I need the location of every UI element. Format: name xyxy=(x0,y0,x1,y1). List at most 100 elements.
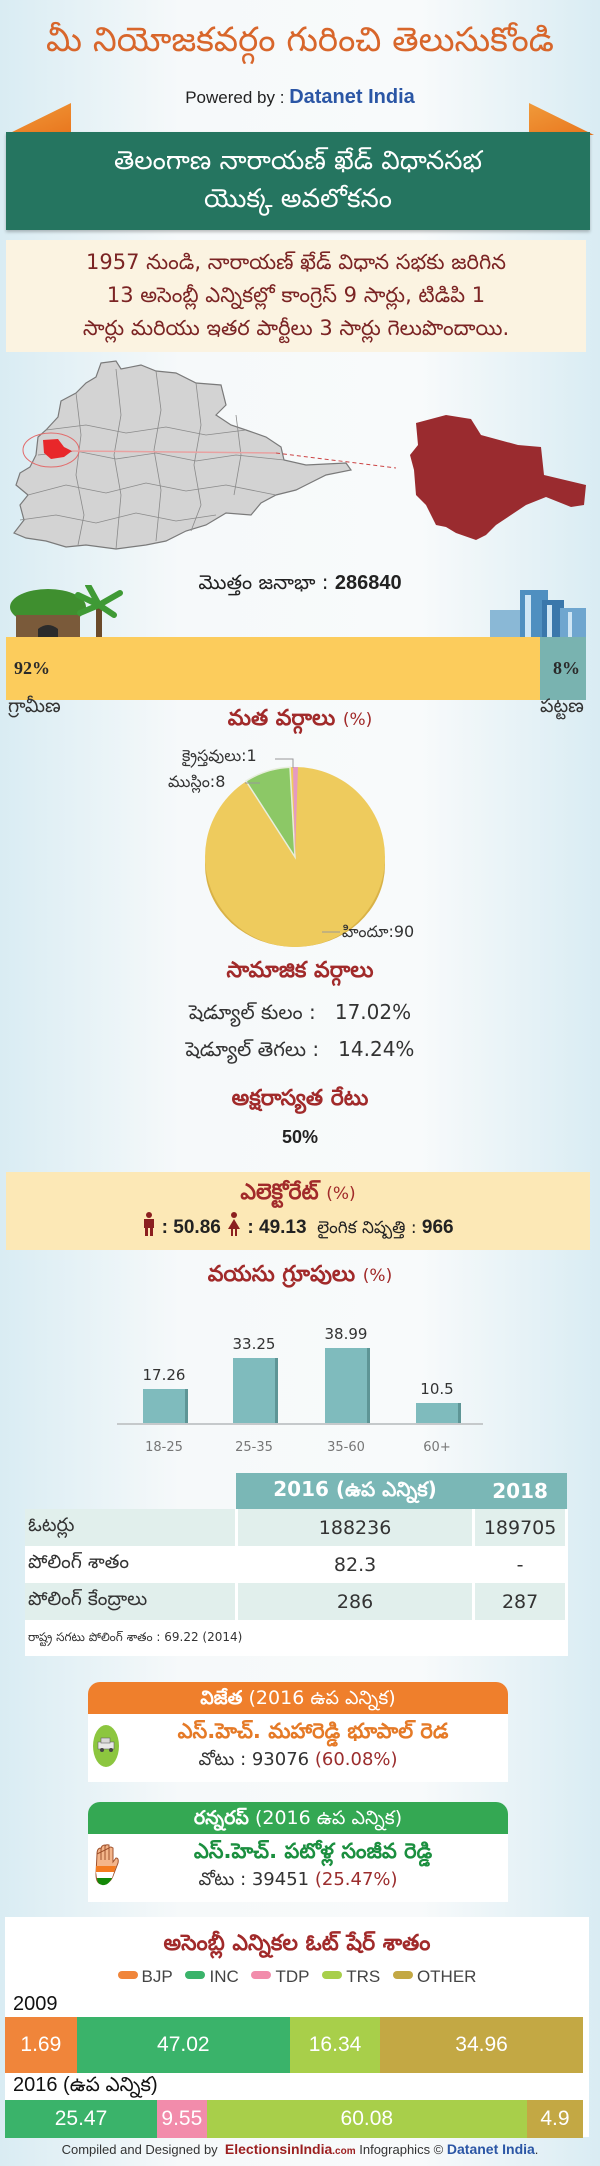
table-row: పోలింగ్ కేంద్రాలు 286 287 xyxy=(25,1583,568,1620)
footer-brand1-text: ElectionsinIndia xyxy=(224,2141,333,2157)
powered-by: Powered by : Datanet India xyxy=(0,86,600,109)
female-icon xyxy=(228,1212,241,1236)
footer-brand-datanet: Datanet India xyxy=(446,2141,535,2157)
seg-trs: 16.34 xyxy=(289,2017,381,2073)
runner-up-body: ఎస్.హెచ్. పటోళ్ల సంజీవ రెడ్డి వోటు : 394… xyxy=(88,1834,508,1902)
seg-bjp: 1.69 xyxy=(5,2017,77,2073)
legend-item-trs: TRS xyxy=(322,1967,380,1987)
footer-end: . xyxy=(534,2142,539,2157)
age-bar-chart: 17.26 18-25 33.25 25-35 38.99 35-60 10.5… xyxy=(100,1300,500,1470)
st-value: 14.24% xyxy=(338,1037,415,1061)
religion-title: మత వర్గాలు (%) xyxy=(0,706,600,736)
winner-heading: విజేత xyxy=(200,1687,243,1709)
rural-label: గ్రామీణ xyxy=(8,695,61,717)
seg-other: 4.9 xyxy=(526,2100,583,2138)
table-header-2016: 2016 (ఉప ఎన్నిక) xyxy=(236,1473,474,1509)
bar-60-plus xyxy=(416,1403,458,1423)
religion-title-text: మత వర్గాలు xyxy=(227,706,336,731)
bar-category: 60+ xyxy=(423,1440,451,1455)
electorate-unit: (%) xyxy=(326,1184,356,1204)
religion-title-unit: (%) xyxy=(342,710,373,730)
seg-trs: 60.08 xyxy=(206,2100,527,2138)
runner-up-votes-pct: (25.47%) xyxy=(314,1869,398,1890)
male-icon xyxy=(144,1212,155,1236)
footer-middle: Infographics © xyxy=(359,2142,444,2157)
table-header-row: 2016 (ఉప ఎన్నిక) 2018 xyxy=(25,1473,567,1509)
seg-inc: 25.47 xyxy=(5,2100,157,2138)
runner-up-heading: రన్నరప్ xyxy=(193,1807,249,1829)
electorate-title: ఎలెక్టోరేట్ (%) xyxy=(6,1172,590,1210)
year-label-2009: 2009 xyxy=(13,1993,58,2015)
car-icon xyxy=(93,1725,119,1767)
cell-2018: 189705 xyxy=(473,1509,568,1546)
sc-row: షెడ్యూల్ కులం : 17.02% xyxy=(0,1000,600,1029)
bar-value: 17.26 xyxy=(142,1366,186,1384)
age-groups-title: వయసు గ్రూపులు (%) xyxy=(0,1262,600,1292)
footer-brand1-suffix: .com xyxy=(332,2146,356,2157)
pie-chart-icon xyxy=(205,758,385,947)
legend-label: INC xyxy=(209,1967,239,1986)
age-title-text: వయసు గ్రూపులు xyxy=(207,1262,356,1287)
urban-segment: 8% xyxy=(539,637,586,700)
table-row: పోలింగ్ శాతం 82.3 - xyxy=(25,1546,568,1583)
row-label: పోలింగ్ కేంద్రాలు xyxy=(25,1583,238,1620)
legend-label: TRS xyxy=(346,1967,381,1986)
winner-header: విజేత (2016 ఉప ఎన్నిక) xyxy=(88,1682,508,1714)
urban-label: పట్టణ xyxy=(540,695,584,717)
page-title: మీ నియోజకవర్గం గురించి తెలుసుకోండి xyxy=(46,20,554,60)
history-summary: 1957 నుండి, నారాయణ్ ఖేడ్ విధాన సభకు జరిగ… xyxy=(6,240,586,352)
powered-by-prefix: Powered by : xyxy=(185,88,285,107)
bar-category: 18-25 xyxy=(145,1440,183,1455)
row-label: పోలింగ్ శాతం xyxy=(25,1546,238,1583)
age-title-unit: (%) xyxy=(362,1266,393,1286)
cell-2016: 82.3 xyxy=(236,1546,476,1583)
population-total: మొత్తం జనాభా : 286840 xyxy=(0,570,600,599)
legend-swatch xyxy=(185,1971,206,1979)
rural-urban-bar: 92% 8% xyxy=(6,637,586,700)
legend-label: OTHER xyxy=(416,1967,477,1986)
footer-prefix: Compiled and Designed by xyxy=(61,2142,218,2157)
legend-item-tdp: TDP xyxy=(251,1967,309,1987)
electorate-title-text: ఎలెక్టోరేట్ xyxy=(240,1180,319,1205)
st-row: షెడ్యూల్ తెగలు : 14.24% xyxy=(0,1037,600,1066)
electorate-values: : 50.86 : 49.13 లైంగిక నిష్పత్తి : 966 xyxy=(6,1212,590,1242)
winner-card: విజేత (2016 ఉప ఎన్నిక) ఎస్.హెచ్. మహారెడ్… xyxy=(88,1682,508,1782)
religion-pie-chart: క్రైస్తవులు:1 ముస్లిం:8 హిందూ:90 xyxy=(150,730,450,950)
legend-swatch xyxy=(117,1971,138,1979)
telangana-map-icon xyxy=(13,360,586,550)
table-header-2018: 2018 xyxy=(473,1473,567,1509)
runner-up-votes-count: వోటు : 39451 xyxy=(198,1869,310,1890)
bar-value: 38.99 xyxy=(324,1325,368,1343)
banner-line-1: తెలంగాణ నారాయణ్ ఖేడ్ విధానసభ xyxy=(114,146,482,176)
sc-label: షెడ్యూల్ కులం : xyxy=(188,1000,316,1024)
population-value: 286840 xyxy=(334,572,402,594)
population-label: మొత్తం జనాభా : xyxy=(198,570,329,594)
cell-2016: 188236 xyxy=(236,1509,476,1546)
legend-label: BJP xyxy=(141,1967,173,1986)
bar-value: 33.25 xyxy=(232,1335,276,1353)
legend-swatch xyxy=(392,1971,413,1979)
legend-item-inc: INC xyxy=(185,1967,239,1987)
row-label: ఓటర్లు xyxy=(25,1509,238,1546)
bar-25-35 xyxy=(233,1358,275,1423)
st-label: షెడ్యూల్ తెగలు : xyxy=(185,1037,320,1061)
social-groups-title: సామాజిక వర్గాలు xyxy=(226,958,374,983)
runner-up-sub: (2016 ఉప ఎన్నిక) xyxy=(254,1807,403,1829)
seg-other: 34.96 xyxy=(380,2017,583,2073)
runner-up-votes: వోటు : 39451 (25.47%) xyxy=(88,1869,508,1894)
summary-line-2: 13 అసెంబ్లీ ఎన్నికల్లో కాంగ్రెస్ 9 సార్ల… xyxy=(106,283,486,307)
legend-swatch xyxy=(322,1971,343,1979)
state-avg-note: రాష్ట్ర సగటు పోలింగ్ శాతం : 69.22 (2014) xyxy=(25,1620,568,1656)
legend-item-other: OTHER xyxy=(392,1967,477,1987)
x-axis xyxy=(117,1423,483,1425)
table-note-row: రాష్ట్ర సగటు పోలింగ్ శాతం : 69.22 (2014) xyxy=(25,1620,568,1656)
vote-share-title: అసెంబ్లీ ఎన్నికల ఓట్ షేర్ శాతం xyxy=(163,1931,431,1956)
sc-value: 17.02% xyxy=(334,1000,412,1024)
cell-2018: - xyxy=(473,1546,568,1583)
seg-tdp: 9.55 xyxy=(157,2100,207,2138)
powered-by-brand: Datanet India xyxy=(289,86,415,108)
pie-label-christian: క్రైస్తవులు:1 xyxy=(182,746,257,765)
bar-value: 10.5 xyxy=(420,1380,454,1398)
constituency-banner: తెలంగాణ నారాయణ్ ఖేడ్ విధానసభ యొక్క అవలోక… xyxy=(6,132,590,230)
bar-category: 25-35 xyxy=(235,1440,273,1455)
